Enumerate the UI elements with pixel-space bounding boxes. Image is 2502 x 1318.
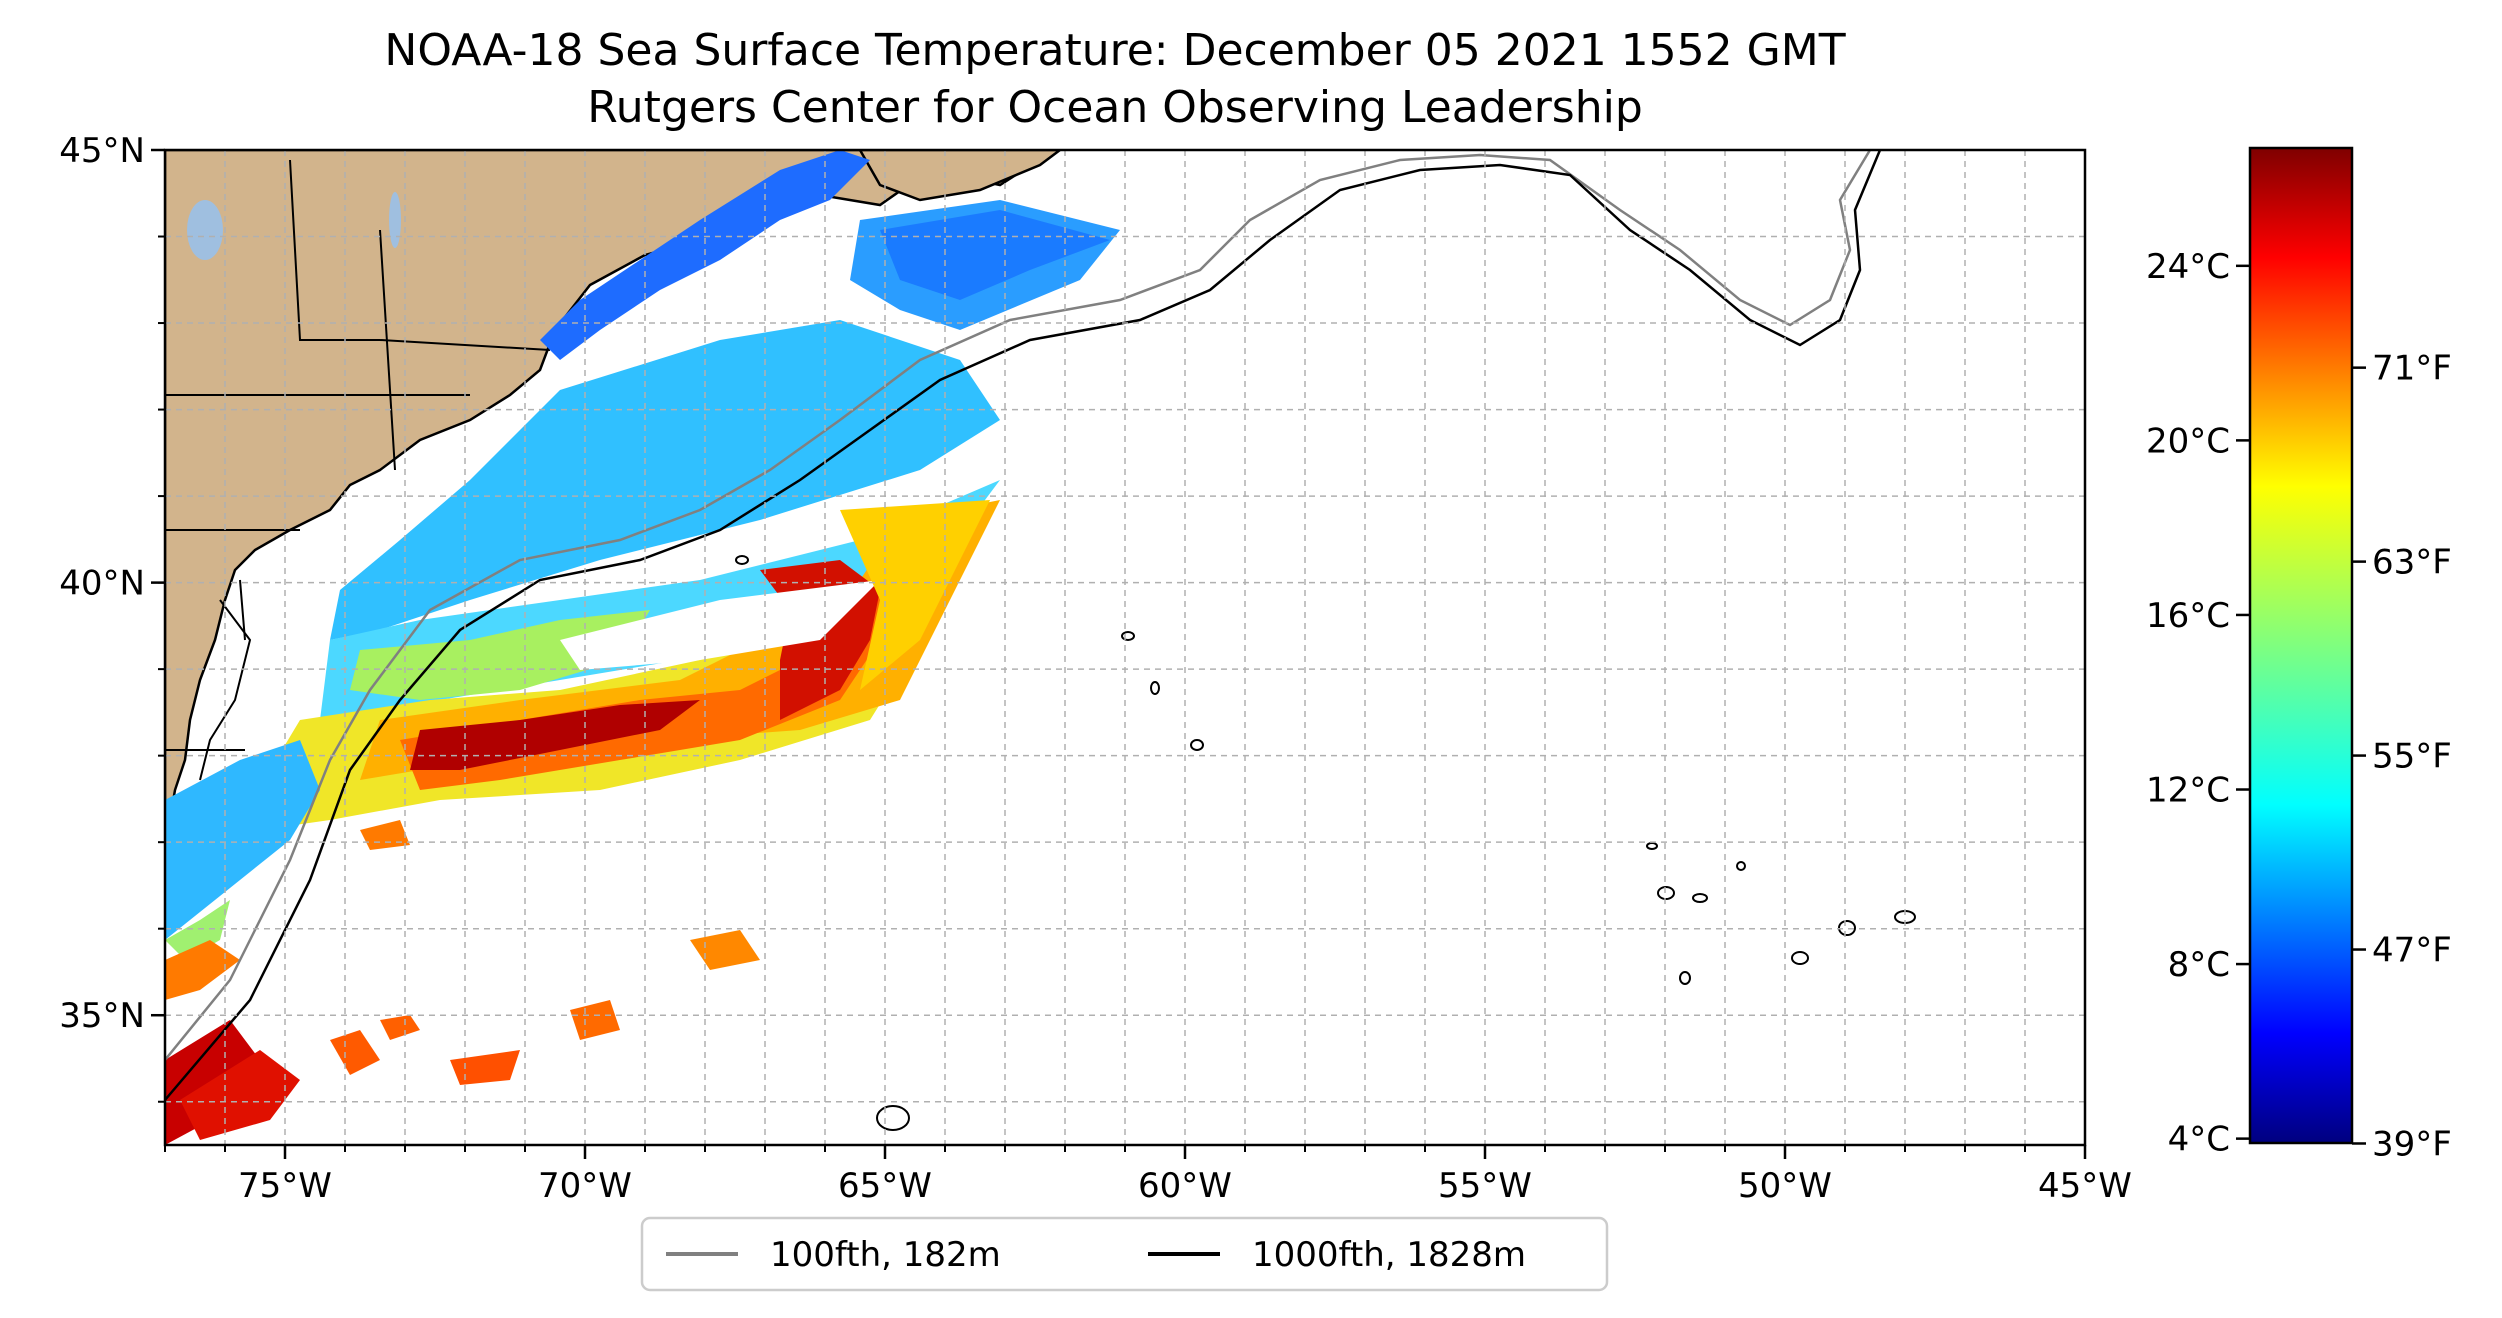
lat-tick-label: 40°N — [59, 564, 145, 604]
state-borders — [165, 159, 551, 751]
bay-coastline — [199, 599, 252, 781]
contour-1000fth — [165, 150, 1882, 1101]
celsius-tick-label: 4°C — [2168, 1120, 2230, 1160]
lon-tick-label: 65°W — [838, 1166, 932, 1206]
celsius-tick-label: 8°C — [2168, 945, 2230, 985]
fahrenheit-tick-label: 39°F — [2372, 1124, 2452, 1164]
nova-scotia — [858, 150, 1063, 202]
celsius-tick-label: 20°C — [2146, 421, 2230, 461]
fahrenheit-tick-label: 63°F — [2372, 543, 2452, 583]
colorbar — [2248, 146, 2354, 1145]
celsius-tick-label: 16°C — [2146, 596, 2230, 636]
chart-subtitle: Rutgers Center for Ocean Observing Leade… — [587, 82, 1643, 133]
fahrenheit-tick-label: 47°F — [2372, 931, 2452, 971]
lon-tick-label: 70°W — [538, 1166, 632, 1206]
lat-tick-label: 35°N — [59, 996, 145, 1036]
celsius-tick-label: 12°C — [2146, 771, 2230, 811]
celsius-tick-label: 24°C — [2146, 247, 2230, 287]
lon-tick-label: 55°W — [1438, 1166, 1532, 1206]
contour-100fth — [165, 150, 1872, 1061]
lon-tick-label: 50°W — [1738, 1166, 1832, 1206]
lon-tick-label: 75°W — [238, 1166, 332, 1206]
lat-tick-label: 45°N — [59, 131, 145, 171]
fahrenheit-tick-label: 71°F — [2372, 349, 2452, 389]
lon-tick-label: 45°W — [2038, 1166, 2132, 1206]
legend-label-1000fth: 1000fth, 1828m — [1252, 1235, 1526, 1275]
legend-box — [640, 1216, 1609, 1292]
map-panel — [165, 150, 2085, 1145]
chart-title: NOAA-18 Sea Surface Temperature: Decembe… — [384, 25, 1845, 76]
legend: 100fth, 182m 1000fth, 1828m — [640, 1216, 1609, 1292]
lon-tick-label: 60°W — [1138, 1166, 1232, 1206]
legend-label-100fth: 100fth, 182m — [770, 1235, 1001, 1275]
lakes — [187, 192, 401, 260]
sst-field — [165, 150, 1120, 1145]
gridlines — [165, 150, 2085, 1145]
colorbar-ticks: 4°C 8°C 12°C 16°C 20°C 24°C 39°F 47°F 55°F 63°F 71… — [2146, 247, 2452, 1165]
map-ticks: 75°W 70°W 65°W 60°W 55°W 50°W 45°W 35°N 40°N 45°N — [59, 131, 2132, 1206]
fahrenheit-tick-label: 55°F — [2372, 737, 2452, 777]
